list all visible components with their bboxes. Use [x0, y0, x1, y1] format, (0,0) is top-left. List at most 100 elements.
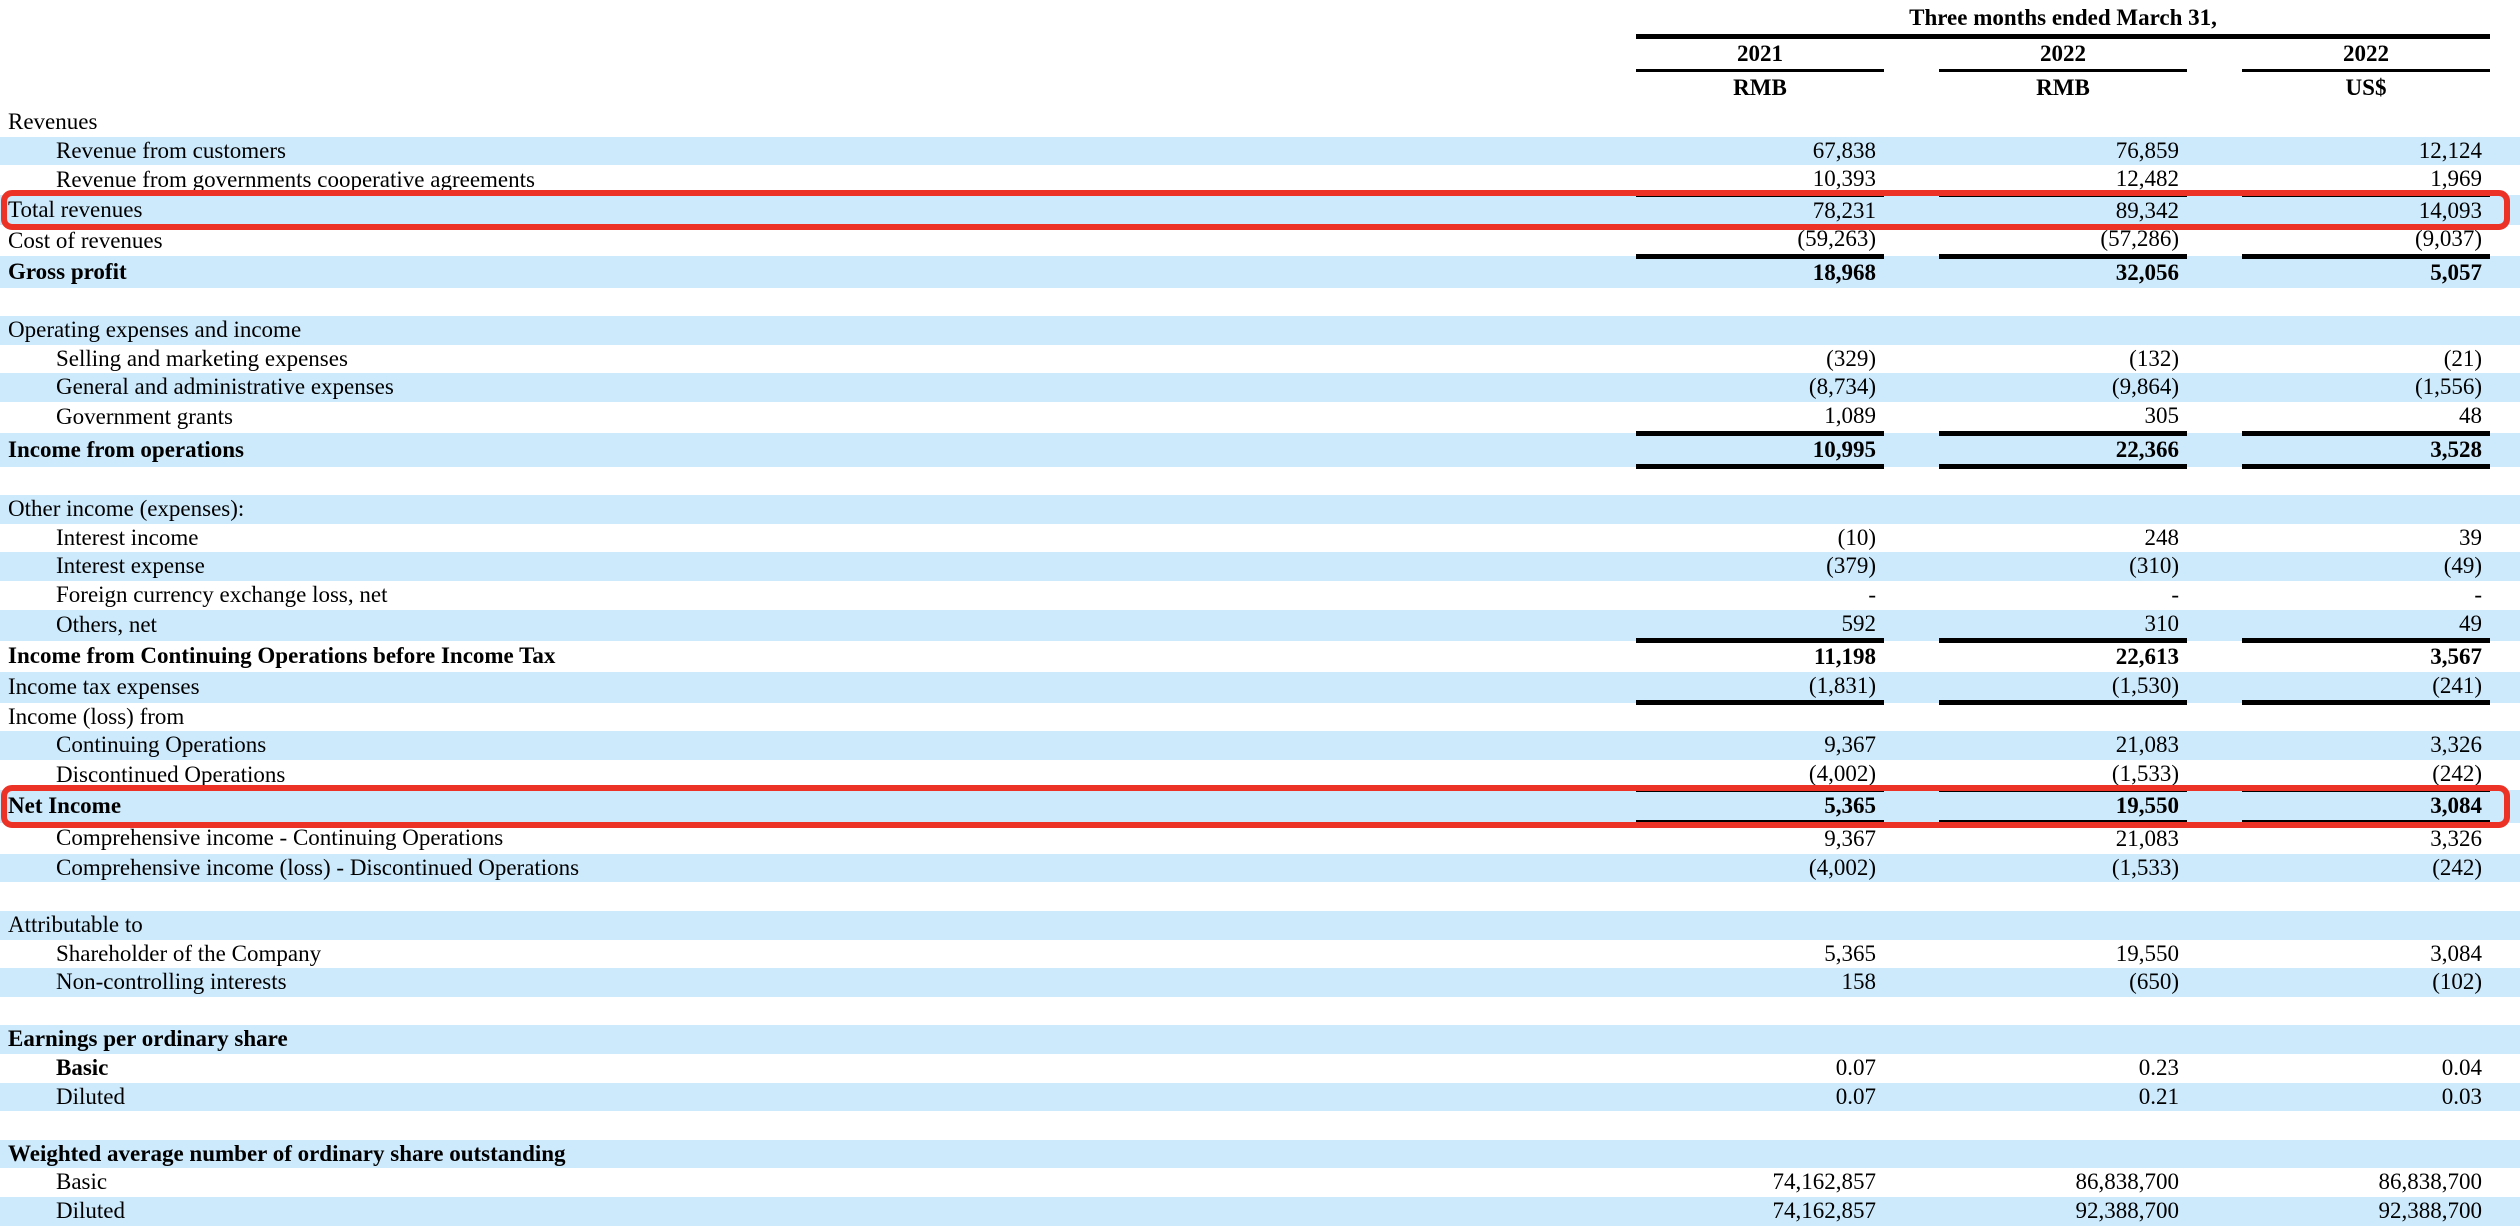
row-value: (10): [1837, 524, 1876, 550]
row-value: [2242, 288, 2490, 317]
row-value: 0.07: [1835, 1083, 1876, 1109]
row-label: Other income (expenses):: [8, 496, 245, 522]
header-spacer: [2490, 0, 2520, 36]
table-row: Interest income (10) 248 39: [0, 524, 2520, 553]
row-label: Revenues: [8, 109, 98, 134]
right-margin: [2490, 165, 2520, 195]
row-value: 49: [2459, 610, 2483, 636]
row-label: [0, 1111, 1636, 1140]
right-margin: [2490, 1168, 2520, 1197]
table-row: Other income (expenses):: [0, 495, 2520, 524]
column-gap: [2187, 288, 2242, 317]
row-value: [1636, 108, 1884, 137]
row-value: [1636, 467, 1884, 496]
column-gap: [2187, 1168, 2242, 1197]
row-value: (650): [2129, 969, 2179, 995]
column-gap: [1884, 108, 1939, 137]
table-row: Diluted 74,162,857 92,388,700 92,388,700: [0, 1196, 2520, 1226]
table-row: Basic 0.07 0.23 0.04: [0, 1054, 2520, 1083]
row-value: 78,231: [1636, 193, 1884, 226]
table-row: Foreign currency exchange loss, net - - -: [0, 581, 2520, 610]
right-margin: [2490, 402, 2520, 433]
row-label: Foreign currency exchange loss, net: [56, 582, 388, 607]
row-label: Diluted: [56, 1197, 125, 1223]
row-value: (1,831): [1636, 671, 1884, 706]
row-value: 5,365: [1636, 788, 1884, 826]
column-gap: [2187, 70, 2242, 108]
currency-header-row: RMB RMB US$: [0, 70, 2520, 108]
column-gap: [2187, 1111, 2242, 1140]
column-gap: [2187, 581, 2242, 610]
right-margin: [2490, 256, 2520, 287]
row-label: Income from operations: [8, 436, 244, 462]
row-value: [1636, 911, 1884, 940]
right-margin: [2490, 345, 2520, 374]
right-margin: [2490, 790, 2520, 823]
table-row: Revenue from customers 67,838 76,859 12,124: [0, 136, 2520, 166]
right-margin: [2490, 108, 2520, 137]
column-gap: [1884, 70, 1939, 108]
right-margin: [2490, 641, 2520, 672]
row-value: [1636, 882, 1884, 911]
row-value: [2242, 882, 2490, 911]
column-gap: [1884, 495, 1939, 524]
column-gap: [2187, 108, 2242, 137]
right-margin: [2490, 467, 2520, 496]
row-label: Selling and marketing expenses: [56, 345, 348, 371]
column-gap: [2187, 823, 2242, 854]
row-label: Discontinued Operations: [56, 761, 286, 787]
row-value: [1939, 1140, 2187, 1169]
column-gap: [2187, 1083, 2242, 1112]
right-margin: [2490, 433, 2520, 467]
column-gap: [2187, 610, 2242, 641]
row-label: Operating expenses and income: [8, 317, 302, 343]
column-gap: [1884, 524, 1939, 553]
currency-column-header: RMB: [2036, 74, 2090, 100]
column-gap: [1884, 1168, 1939, 1197]
right-margin: [2490, 610, 2520, 641]
column-gap: [1884, 1054, 1939, 1083]
row-label: Comprehensive income (loss) - Discontinu…: [56, 854, 580, 880]
right-margin: [2490, 495, 2520, 524]
table-body: Revenues Revenue from customers 67,838 76,8…: [0, 108, 2520, 1226]
row-value: 3,326: [2430, 732, 2483, 758]
right-margin: [2490, 823, 2520, 854]
row-label: Income from Continuing Operations before…: [8, 642, 556, 668]
row-value: (102): [2432, 969, 2483, 995]
row-value: -: [1868, 582, 1876, 607]
row-value: 9,367: [1824, 732, 1876, 758]
row-value: 3,528: [2242, 430, 2491, 470]
column-gap: [1884, 997, 1939, 1026]
row-value: 21,083: [2115, 826, 2179, 852]
row-value: 22,366: [1939, 430, 2187, 470]
column-gap: [2187, 552, 2242, 581]
row-value: (9,864): [2111, 374, 2179, 400]
column-gap: [2187, 968, 2242, 997]
table-row: Diluted 0.07 0.21 0.03: [0, 1082, 2520, 1112]
table-row: Revenue from governments cooperative agr…: [0, 165, 2520, 195]
column-gap: [1884, 968, 1939, 997]
column-gap: [2187, 1025, 2242, 1054]
row-label: Non-controlling interests: [56, 969, 287, 995]
column-gap: [1884, 581, 1939, 610]
row-label: General and administrative expenses: [56, 374, 394, 400]
column-gap: [2187, 1054, 2242, 1083]
column-gap: [2187, 911, 2242, 940]
row-value: 74,162,857: [1772, 1169, 1877, 1195]
row-value: [2242, 108, 2490, 137]
column-gap: [1884, 552, 1939, 581]
row-label: Basic: [56, 1055, 109, 1080]
row-value: (242): [2432, 854, 2483, 880]
row-value: (59,263): [1797, 226, 1876, 252]
row-value: (49): [2443, 553, 2483, 579]
row-value: 1,969: [2430, 166, 2483, 192]
table-row: Earnings per ordinary share: [0, 1025, 2520, 1054]
row-value: (241): [2242, 671, 2491, 706]
row-value: 0.23: [2138, 1055, 2179, 1080]
year-column-header: 2021: [1636, 36, 1884, 72]
right-margin: [2490, 703, 2520, 732]
table-row: Non-controlling interests 158 (650) (102): [0, 968, 2520, 997]
column-gap: [1884, 36, 1939, 70]
